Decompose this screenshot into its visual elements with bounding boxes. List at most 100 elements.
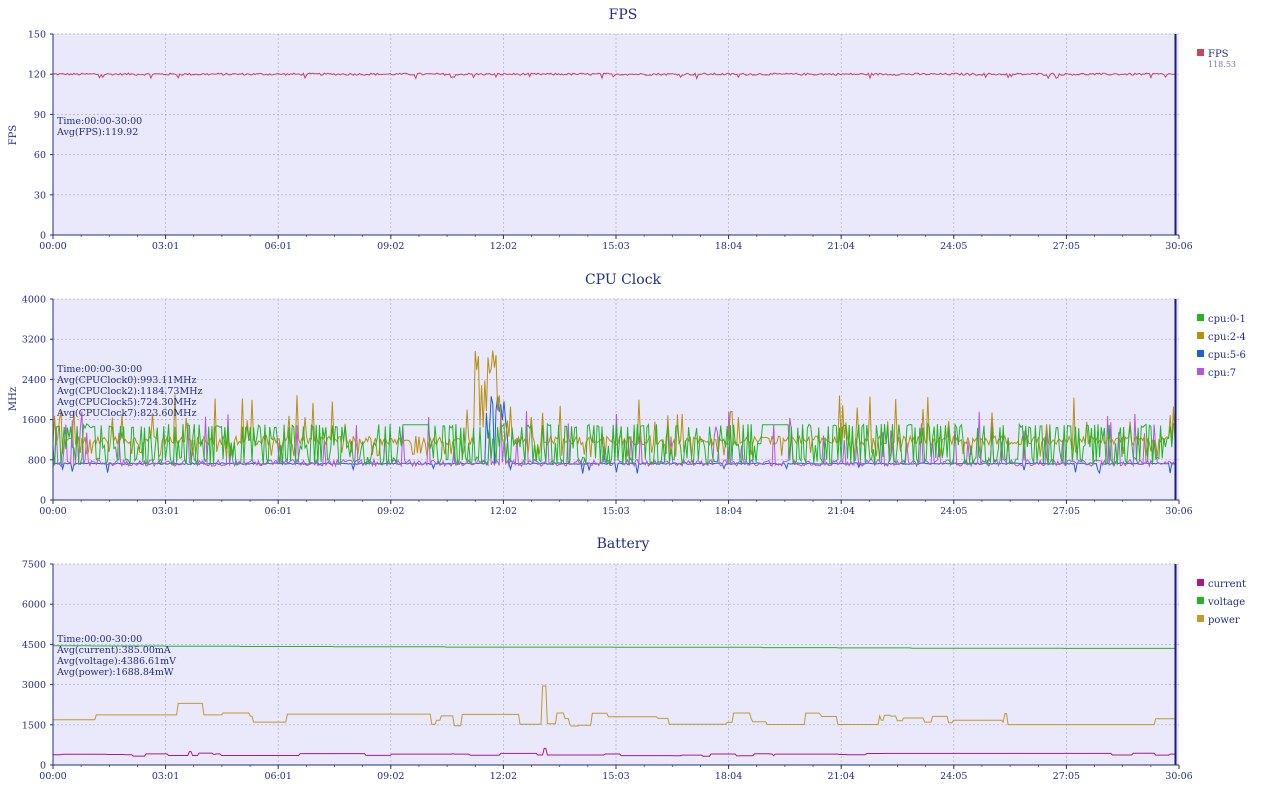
- y-tick-label: 90: [34, 110, 46, 121]
- x-tick-label: 21:04: [828, 241, 855, 252]
- fps-chart: FPS FPS 0 30 60 90 120 150 00:00 03:01 06:01 09:0…: [8, 7, 1236, 253]
- cpu-series-group: [53, 350, 1176, 475]
- x-tick-label: 12:02: [490, 771, 517, 782]
- y-tick-label: 60: [34, 150, 46, 161]
- x-tick-label: 03:01: [152, 771, 179, 782]
- fps-grid: [53, 33, 1179, 235]
- x-tick-label: 15:03: [602, 241, 629, 252]
- series-line-cpu-0-1: [53, 422, 1176, 467]
- y-tick-label: 3000: [22, 680, 46, 691]
- x-tick-label: 15:03: [602, 506, 629, 517]
- legend-swatch-cpu-7[interactable]: [1197, 368, 1204, 375]
- x-tick-label: 06:01: [265, 506, 292, 517]
- fps-y-axis-label: FPS: [8, 125, 19, 146]
- battery-chart: Battery 0 1500 3000 4500 6000 7500 00:00 03:01 0…: [22, 536, 1246, 782]
- y-tick-label: 6000: [22, 600, 46, 611]
- series-line-voltage: [53, 645, 1175, 649]
- y-tick-label: 1500: [22, 720, 46, 731]
- battery-chart-title: Battery: [597, 536, 650, 552]
- x-tick-label: 27:05: [1053, 241, 1080, 252]
- battery-stat-time: Time:00:00-30:00: [57, 634, 142, 645]
- y-tick-label: 1600: [22, 415, 46, 426]
- x-tick-label: 06:01: [265, 241, 292, 252]
- legend-label-voltage[interactable]: voltage: [1207, 597, 1245, 608]
- series-line-fps: [53, 72, 1176, 80]
- cpu-stat-avg-5: Avg(CPUClock5):724.30MHz: [56, 397, 196, 408]
- x-tick-label: 03:01: [152, 241, 179, 252]
- cpu-stat-time: Time:00:00-30:00: [57, 364, 142, 375]
- y-tick-label: 0: [40, 231, 46, 242]
- legend-label-power[interactable]: power: [1208, 615, 1240, 626]
- x-tick-label: 30:06: [1165, 771, 1192, 782]
- battery-grid: [53, 563, 1179, 765]
- x-tick-label: 18:04: [715, 771, 742, 782]
- x-tick-label: 09:02: [377, 506, 404, 517]
- legend-label-fps[interactable]: FPS: [1208, 49, 1229, 60]
- fps-series-group: [53, 72, 1176, 80]
- cpu-chart-title: CPU Clock: [585, 272, 662, 288]
- battery-series-group: [53, 645, 1175, 757]
- x-tick-label: 24:05: [940, 506, 967, 517]
- legend-swatch-cpu-5-6[interactable]: [1197, 350, 1204, 357]
- x-tick-label: 00:00: [39, 771, 66, 782]
- x-tick-label: 30:06: [1165, 506, 1192, 517]
- y-tick-label: 3200: [22, 335, 46, 346]
- legend-swatch-cpu-0-1[interactable]: [1197, 314, 1204, 321]
- legend-swatch-power[interactable]: [1197, 615, 1204, 622]
- legend-swatch-cpu-2-4[interactable]: [1197, 332, 1204, 339]
- cpu-stat-avg-2: Avg(CPUClock2):1184.73MHz: [56, 386, 203, 397]
- x-tick-label: 27:05: [1053, 771, 1080, 782]
- x-tick-label: 24:05: [940, 241, 967, 252]
- y-tick-label: 120: [28, 70, 46, 81]
- cpu-stat-avg-7: Avg(CPUClock7):823.60MHz: [56, 408, 196, 419]
- x-tick-label: 21:04: [828, 771, 855, 782]
- battery-stat-avg-power: Avg(power):1688.84mW: [56, 667, 174, 678]
- x-tick-label: 24:05: [940, 771, 967, 782]
- y-tick-label: 150: [28, 30, 46, 41]
- x-tick-label: 12:02: [490, 506, 517, 517]
- legend-swatch-current[interactable]: [1197, 579, 1204, 586]
- y-tick-label: 4000: [22, 295, 46, 306]
- legend-swatch-fps[interactable]: [1197, 49, 1204, 56]
- series-line-current: [53, 747, 1175, 757]
- y-tick-label: 2400: [22, 375, 46, 386]
- y-tick-label: 4500: [22, 640, 46, 651]
- legend-label-cpu-5-6[interactable]: cpu:5-6: [1208, 350, 1246, 361]
- fps-stat-avg: Avg(FPS):119.92: [56, 127, 138, 138]
- legend-swatch-voltage[interactable]: [1197, 597, 1204, 604]
- x-tick-label: 00:00: [39, 506, 66, 517]
- x-tick-label: 03:01: [152, 506, 179, 517]
- x-tick-label: 00:00: [39, 241, 66, 252]
- cpu-grid: [53, 298, 1179, 500]
- legend-label-cpu-7[interactable]: cpu:7: [1208, 368, 1236, 379]
- legend-label-current[interactable]: current: [1208, 579, 1246, 590]
- series-line-power: [53, 685, 1175, 727]
- x-tick-label: 12:02: [490, 241, 517, 252]
- fps-chart-title: FPS: [609, 7, 638, 23]
- x-tick-label: 27:05: [1053, 506, 1080, 517]
- x-tick-label: 18:04: [715, 506, 742, 517]
- y-tick-label: 0: [40, 761, 46, 772]
- battery-stat-avg-voltage: Avg(voltage):4386.61mV: [56, 656, 176, 667]
- legend-value-fps: 118.53: [1208, 60, 1236, 69]
- y-tick-label: 800: [28, 455, 46, 466]
- x-tick-label: 06:01: [265, 771, 292, 782]
- cpu-y-axis-label: MHz: [8, 387, 19, 411]
- x-tick-label: 15:03: [602, 771, 629, 782]
- x-tick-label: 30:06: [1165, 241, 1192, 252]
- x-tick-label: 09:02: [377, 771, 404, 782]
- y-tick-label: 7500: [22, 560, 46, 571]
- x-tick-label: 21:04: [828, 506, 855, 517]
- x-tick-label: 18:04: [715, 241, 742, 252]
- legend-label-cpu-2-4[interactable]: cpu:2-4: [1208, 332, 1246, 343]
- cpu-axis-ticks: 0 800 1600 2400 3200 4000 00:00 03:01 06:01 09:02…: [22, 295, 1193, 518]
- cpu-stat-avg-0: Avg(CPUClock0):993.11MHz: [56, 375, 196, 386]
- y-tick-label: 0: [40, 496, 46, 507]
- battery-stat-avg-current: Avg(current):385.00mA: [56, 645, 171, 656]
- y-tick-label: 30: [34, 190, 46, 201]
- fps-stat-time: Time:00:00-30:00: [57, 116, 142, 127]
- fps-axis-ticks: 0 30 60 90 120 150 00:00 03:01 06:01 09:02 12:02 15…: [28, 30, 1193, 253]
- legend-label-cpu-0-1[interactable]: cpu:0-1: [1208, 314, 1246, 325]
